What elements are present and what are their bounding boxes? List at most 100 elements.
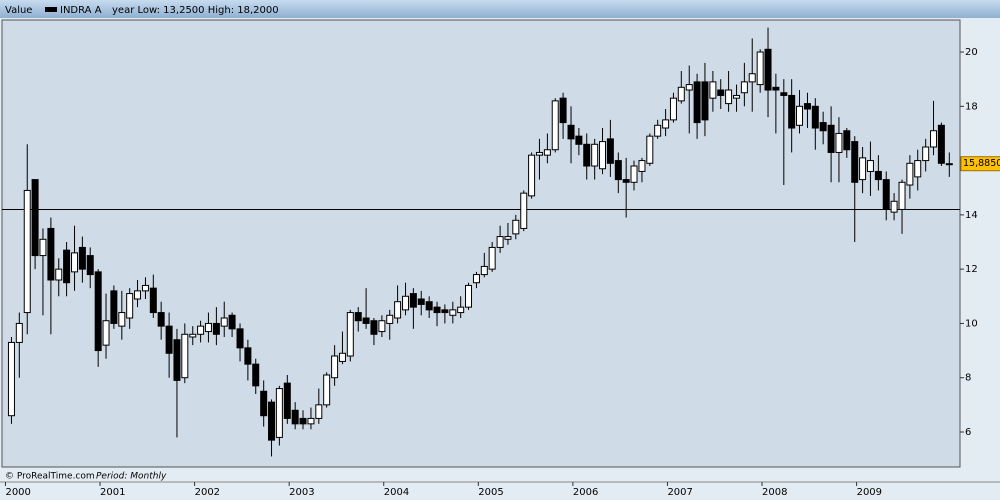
candle-body	[803, 103, 811, 110]
candle-body	[890, 200, 898, 213]
x-tick-label: 2003	[289, 487, 314, 498]
candle-body	[441, 309, 449, 314]
candle-body	[260, 390, 268, 417]
candle-body	[630, 165, 638, 183]
candle-body	[275, 388, 283, 438]
candle-body	[94, 271, 102, 352]
candle-body	[283, 382, 291, 419]
candle-body	[86, 255, 94, 276]
candle-body	[15, 322, 23, 343]
candle-body	[772, 86, 780, 91]
candle-body	[378, 320, 386, 333]
plot-area	[1, 19, 961, 468]
candle-body	[930, 130, 938, 148]
candle-body	[71, 252, 79, 273]
candle-body	[472, 274, 480, 284]
candle-body	[788, 94, 796, 129]
candle-body	[291, 409, 299, 425]
candle-body	[677, 86, 685, 102]
candle-body	[827, 124, 835, 153]
candle-body	[307, 417, 315, 425]
candle-body	[204, 322, 212, 333]
candle-body	[614, 160, 622, 181]
candle-body	[701, 81, 709, 121]
candle-body	[386, 314, 394, 324]
candle-body	[945, 163, 953, 166]
candle-body	[504, 236, 512, 240]
candle-body	[543, 149, 551, 156]
x-tick-label: 2004	[384, 487, 409, 498]
candle-body	[654, 124, 662, 137]
candle-body	[236, 328, 244, 349]
header-bar	[0, 0, 1000, 18]
candle-body	[220, 317, 228, 327]
candle-body	[165, 325, 173, 354]
candle-body	[606, 138, 614, 164]
x-tick-label: 2005	[478, 487, 503, 498]
candle-body	[733, 94, 741, 99]
candle-body	[559, 97, 567, 124]
candle-body	[551, 100, 559, 151]
candle-body	[331, 355, 339, 379]
candle-body	[851, 141, 859, 183]
candle-body	[323, 374, 331, 406]
legend-swatch	[45, 7, 57, 12]
candle-body	[370, 320, 378, 335]
candle-body	[480, 265, 488, 276]
x-tick-label: 2000	[5, 487, 30, 498]
candle-body	[859, 157, 867, 181]
candle-body	[843, 130, 851, 151]
candle-body	[149, 287, 157, 314]
candle-body	[457, 306, 465, 314]
candle-body	[725, 89, 733, 105]
candle-body	[118, 312, 126, 327]
candle-body	[520, 192, 528, 229]
candle-body	[567, 124, 575, 140]
candle-body	[465, 284, 473, 308]
candle-body	[819, 122, 827, 132]
source: © ProRealTime.com	[5, 472, 95, 482]
candle-body	[47, 227, 55, 281]
candle-body	[748, 73, 756, 83]
x-tick-label: 2007	[667, 487, 692, 498]
candle-body	[228, 314, 236, 330]
candle-body	[717, 89, 725, 96]
candle-body	[394, 301, 402, 319]
candle-body	[212, 322, 220, 335]
x-tick-label: 2009	[857, 487, 882, 498]
candle-body	[709, 81, 717, 99]
candle-body	[914, 160, 922, 178]
candle-body	[417, 298, 425, 305]
candle-body	[638, 160, 646, 172]
candle-body	[299, 417, 307, 425]
candle-body	[338, 352, 346, 362]
candle-body	[39, 238, 47, 257]
candle-body	[354, 312, 362, 322]
candle-body	[583, 143, 591, 167]
candle-body	[7, 341, 15, 417]
candle-body	[268, 401, 276, 441]
chart-subtitle: year Low: 13,2500 High: 18,2000	[112, 5, 279, 16]
candle-body	[780, 92, 788, 96]
candle-body	[181, 333, 189, 379]
candle-body	[126, 293, 134, 319]
candle-body	[740, 81, 748, 94]
candle-body	[796, 105, 804, 126]
candle-body	[173, 339, 181, 381]
candle-body	[669, 97, 677, 121]
candle-body	[496, 236, 504, 248]
candle-body	[488, 246, 496, 270]
candle-body	[197, 325, 205, 335]
legend-label: INDRA A	[60, 5, 102, 16]
x-tick-label: 2002	[195, 487, 220, 498]
y-tick-label: 20	[965, 47, 978, 58]
candle-body	[134, 290, 142, 300]
candle-body	[646, 135, 654, 164]
candle-body	[110, 290, 118, 324]
candle-body	[764, 48, 772, 91]
last-value-box	[960, 156, 1000, 172]
candle-body	[866, 160, 874, 172]
candle-body	[31, 179, 39, 257]
